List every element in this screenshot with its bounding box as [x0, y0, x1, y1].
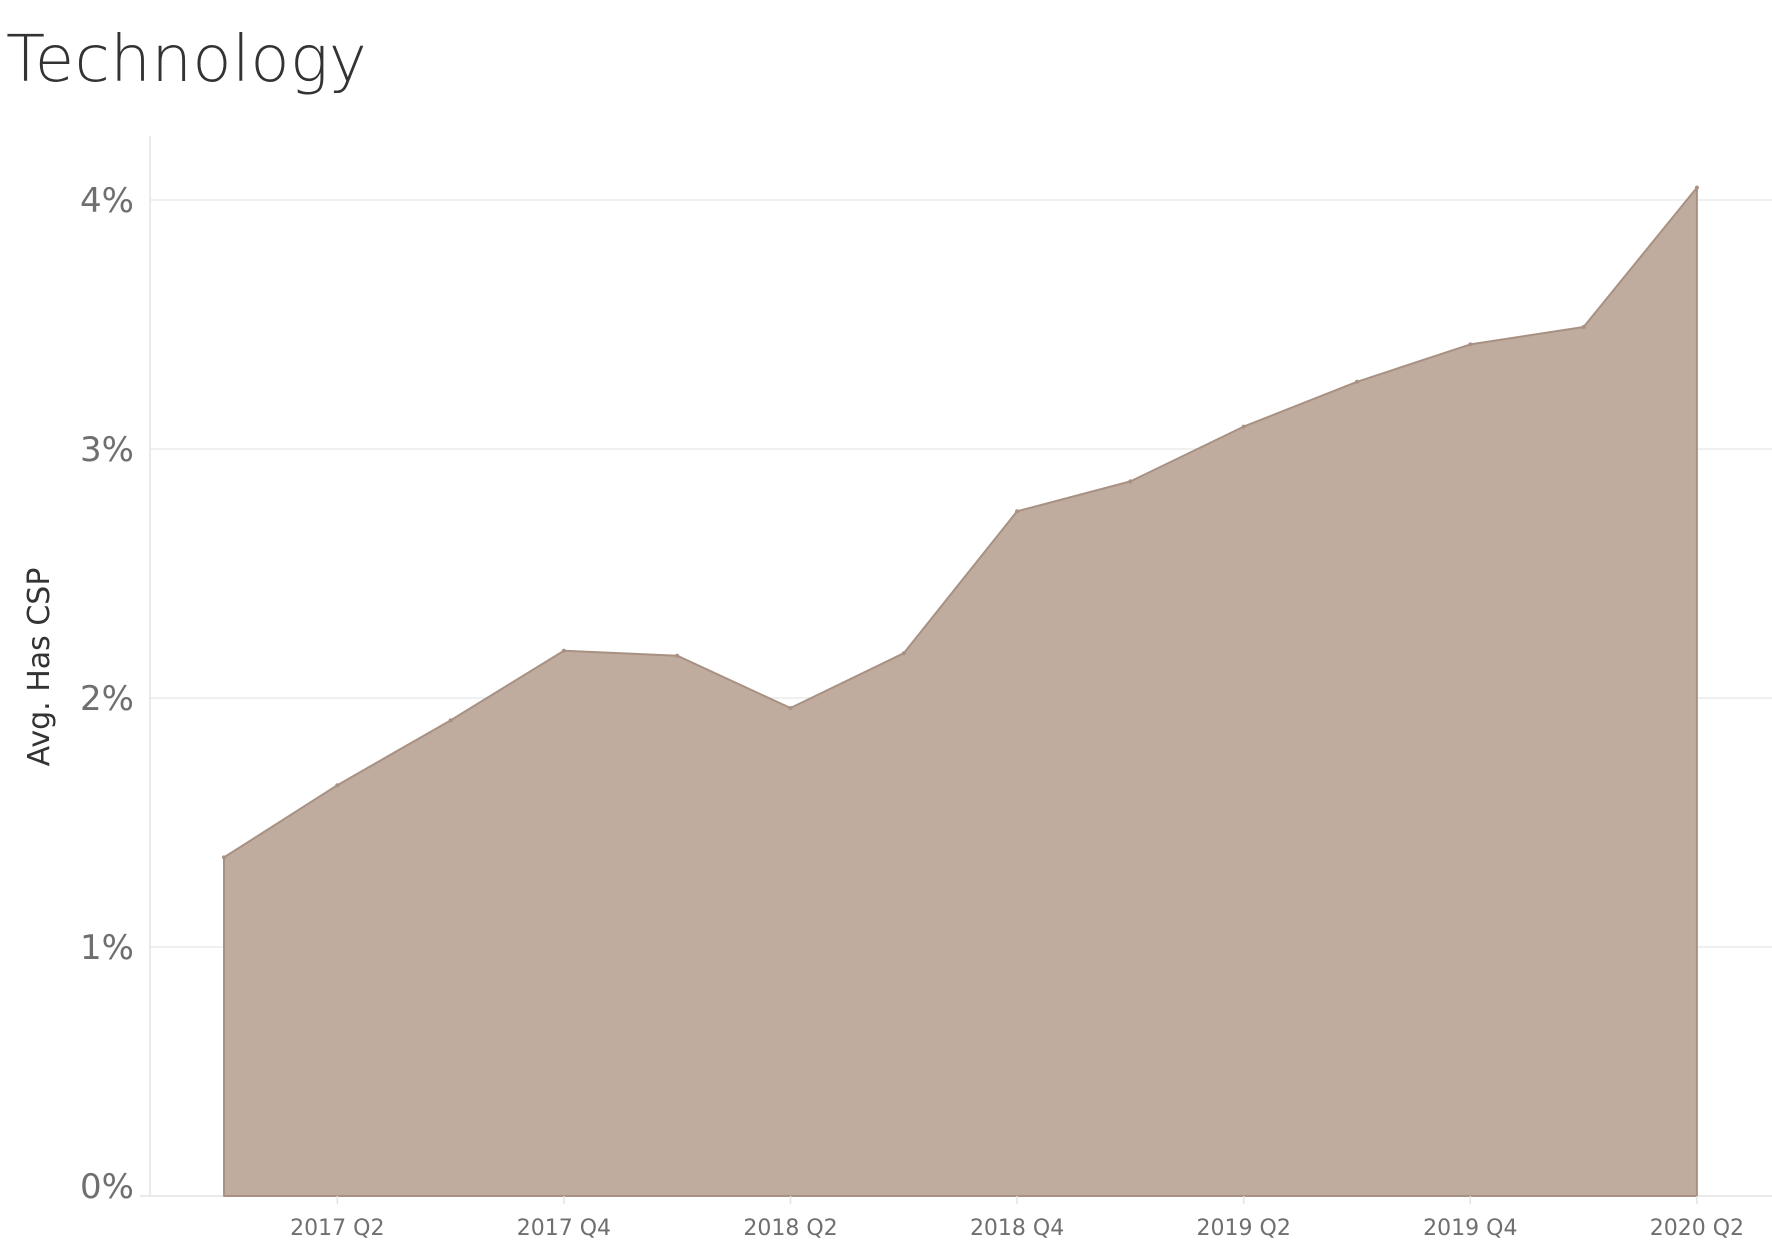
data-point	[448, 718, 453, 723]
x-tick-label: 2017 Q4	[517, 1216, 611, 1241]
y-tick-label: 3%	[80, 430, 134, 470]
x-tick-label: 2019 Q2	[1197, 1216, 1291, 1241]
y-tick-labels: 0% 1% 2% 3% 4%	[80, 181, 134, 1207]
x-tick-label: 2018 Q4	[970, 1216, 1064, 1241]
data-point	[561, 648, 566, 653]
data-point	[1241, 424, 1246, 429]
data-point	[1581, 325, 1586, 329]
x-tick-label: 2018 Q2	[743, 1216, 837, 1241]
data-point	[1128, 479, 1133, 484]
data-point	[675, 653, 680, 658]
y-tick-label: 4%	[80, 181, 134, 221]
y-tick-label: 2%	[80, 679, 134, 719]
data-point	[1355, 379, 1359, 384]
data-point	[222, 855, 226, 860]
area-fill	[223, 186, 1698, 1197]
x-tick-label: 2019 Q4	[1423, 1216, 1517, 1241]
x-tick-labels: 2017 Q2 2017 Q4 2018 Q2 2018 Q4 2019 Q2 2019 …	[290, 1196, 1744, 1241]
data-point	[1015, 509, 1020, 514]
y-tick-label: 0%	[80, 1167, 134, 1207]
y-tick-label: 1%	[80, 928, 134, 968]
area-series	[222, 185, 1699, 1197]
x-tick-label: 2017 Q2	[290, 1216, 384, 1241]
data-point	[1468, 342, 1473, 347]
x-tick-label: 2020 Q2	[1650, 1216, 1744, 1241]
chart-title: Technology	[6, 23, 368, 97]
data-point	[788, 706, 793, 710]
y-axis-label: Avg. Has CSP	[22, 568, 57, 767]
data-point	[901, 651, 906, 656]
data-point	[335, 783, 340, 788]
data-point	[1694, 185, 1699, 190]
